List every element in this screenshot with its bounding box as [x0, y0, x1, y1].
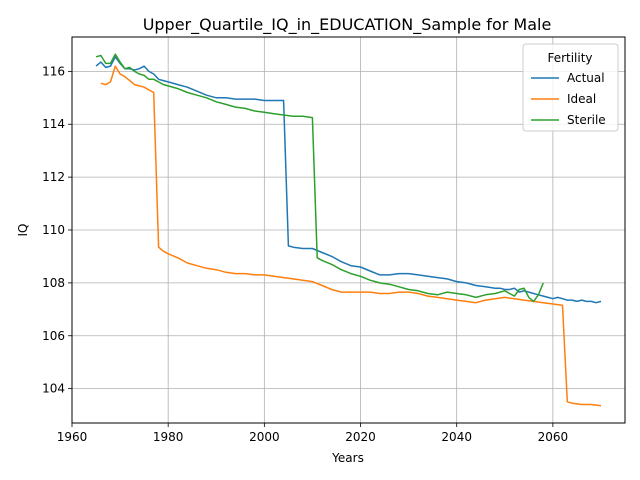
- series-line-actual: [95, 56, 602, 304]
- x-tick-label: 1960: [57, 430, 88, 444]
- legend-label-actual: Actual: [567, 71, 605, 85]
- x-tick-label: 1980: [153, 430, 184, 444]
- x-axis-ticks: 1960 1980 2000 2020 2040 2060: [57, 423, 568, 444]
- y-tick-label: 114: [42, 117, 65, 131]
- x-tick-label: 2060: [538, 430, 569, 444]
- x-tick-label: 2020: [345, 430, 376, 444]
- legend-label-ideal: Ideal: [567, 92, 596, 106]
- x-axis-label: Years: [331, 451, 364, 465]
- y-tick-label: 106: [42, 329, 65, 343]
- x-tick-label: 2000: [249, 430, 280, 444]
- y-tick-label: 104: [42, 382, 65, 396]
- y-axis-label: IQ: [16, 224, 30, 237]
- legend: Fertility Actual Ideal Sterile: [522, 43, 619, 132]
- chart-title: Upper_Quartile_IQ_in_EDUCATION_Sample fo…: [143, 15, 552, 35]
- legend-box: [522, 43, 619, 132]
- y-tick-label: 116: [42, 64, 65, 78]
- y-tick-label: 112: [42, 170, 65, 184]
- x-tick-label: 2040: [441, 430, 472, 444]
- y-axis-ticks: 104 106 108 110 112 114 116: [42, 64, 72, 396]
- legend-label-sterile: Sterile: [567, 113, 606, 127]
- grid: [71, 37, 625, 423]
- y-tick-label: 108: [42, 276, 65, 290]
- legend-title: Fertility: [547, 51, 592, 65]
- legend-items: Actual Ideal Sterile: [531, 71, 606, 127]
- y-tick-label: 110: [42, 223, 65, 237]
- series-line-ideal: [100, 65, 602, 407]
- series-line-sterile: [95, 53, 544, 303]
- series-layer: [95, 53, 602, 407]
